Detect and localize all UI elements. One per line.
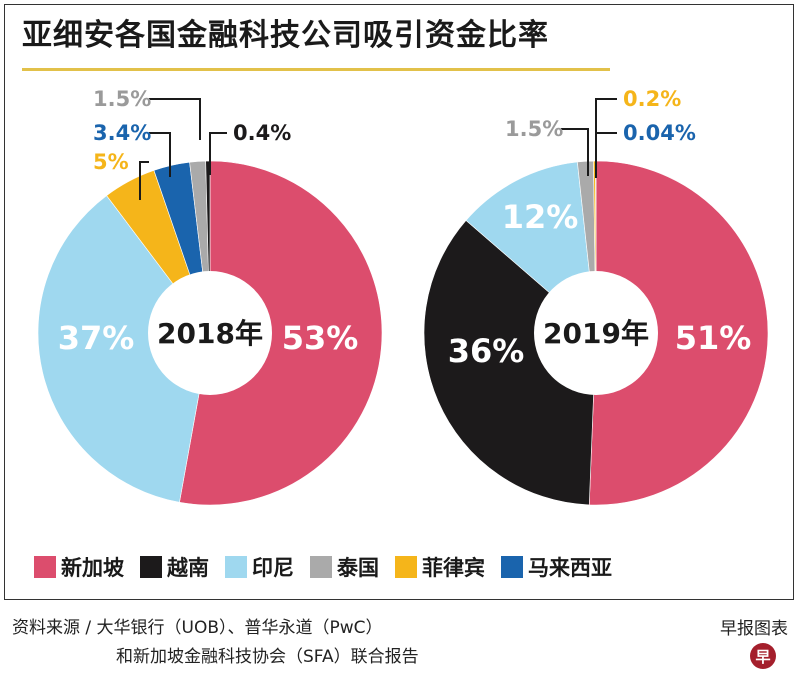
legend-swatch: [140, 556, 162, 578]
slice-callout-label: 0.2%: [623, 87, 681, 111]
slice-value-label: 37%: [58, 319, 135, 357]
source-line-2: 和新加坡金融科技协会（SFA）联合报告: [116, 647, 419, 667]
legend-label: 泰国: [337, 556, 379, 580]
callout-leader-line: [149, 132, 171, 177]
slice-callout-label: 1.5%: [93, 87, 151, 111]
pie-slice: [588, 160, 769, 506]
slice-callout-label: 0.4%: [233, 121, 291, 145]
chart-credit: 早报图表: [720, 619, 788, 639]
slice-callout-label: 5%: [93, 150, 129, 174]
callout-leader-line: [595, 98, 617, 146]
legend-item-malaysia: 马来西亚: [501, 552, 612, 582]
slice-callout-label: 1.5%: [505, 117, 563, 141]
legend-item-vietnam: 越南: [140, 552, 209, 582]
legend-swatch: [395, 556, 417, 578]
title-underline: [22, 68, 610, 71]
callout-leader-line: [595, 132, 617, 178]
chart-title: 亚细安各国金融科技公司吸引资金比率: [22, 18, 549, 53]
newspaper-logo: 早: [750, 643, 776, 669]
legend-swatch: [501, 556, 523, 578]
pie-1: 51% 36% 12% 1.5% 0.2% 0.04% 2019年: [423, 87, 769, 506]
callout-leader-line: [561, 128, 589, 176]
pie-0: 53% 37% 5% 3.4% 1.5% 0.4% 2018年: [37, 87, 383, 506]
pie-year-label: 2019年: [543, 317, 649, 350]
donut-hole: [148, 271, 272, 395]
pie-slice: [423, 219, 597, 506]
pie-year-label: 2018年: [157, 317, 263, 350]
legend-item-singapore: 新加坡: [34, 552, 124, 582]
pie-charts: 53% 37% 5% 3.4% 1.5% 0.4% 2018年 51% 36% 12% 1.5% 0.…: [37, 87, 769, 506]
legend-item-philippines: 菲律宾: [395, 552, 485, 582]
legend-item-thailand: 泰国: [310, 552, 379, 582]
pie-slice: [37, 195, 211, 503]
legend-swatch: [310, 556, 332, 578]
slice-value-label: 51%: [675, 319, 752, 357]
donut-hole: [534, 271, 658, 395]
legend-swatch: [225, 556, 247, 578]
source-note: 资料来源 / 大华银行（UOB）、普华永道（PwC） 和新加坡金融科技协会（SF…: [12, 614, 419, 672]
callout-leader-line: [149, 98, 201, 140]
legend-label: 菲律宾: [422, 556, 485, 580]
slice-value-label: 53%: [282, 319, 359, 357]
legend-label: 印尼: [252, 556, 294, 580]
callout-leader-line: [139, 161, 149, 200]
legend-label: 越南: [167, 556, 209, 580]
callout-leader-line: [209, 132, 227, 175]
source-line-1: 资料来源 / 大华银行（UOB）、普华永道（PwC）: [12, 618, 383, 638]
legend-label: 马来西亚: [528, 556, 612, 580]
slice-value-label: 36%: [448, 332, 525, 370]
pie-slice: [179, 160, 383, 506]
slice-value-label: 12%: [502, 198, 579, 236]
slice-callout-label: 0.04%: [623, 121, 696, 145]
slice-callout-label: 3.4%: [93, 121, 151, 145]
legend-label: 新加坡: [61, 556, 124, 580]
legend-item-indonesia: 印尼: [225, 552, 294, 582]
legend-swatch: [34, 556, 56, 578]
legend: 新加坡 越南 印尼 泰国 菲律宾 马来西亚: [34, 552, 628, 582]
